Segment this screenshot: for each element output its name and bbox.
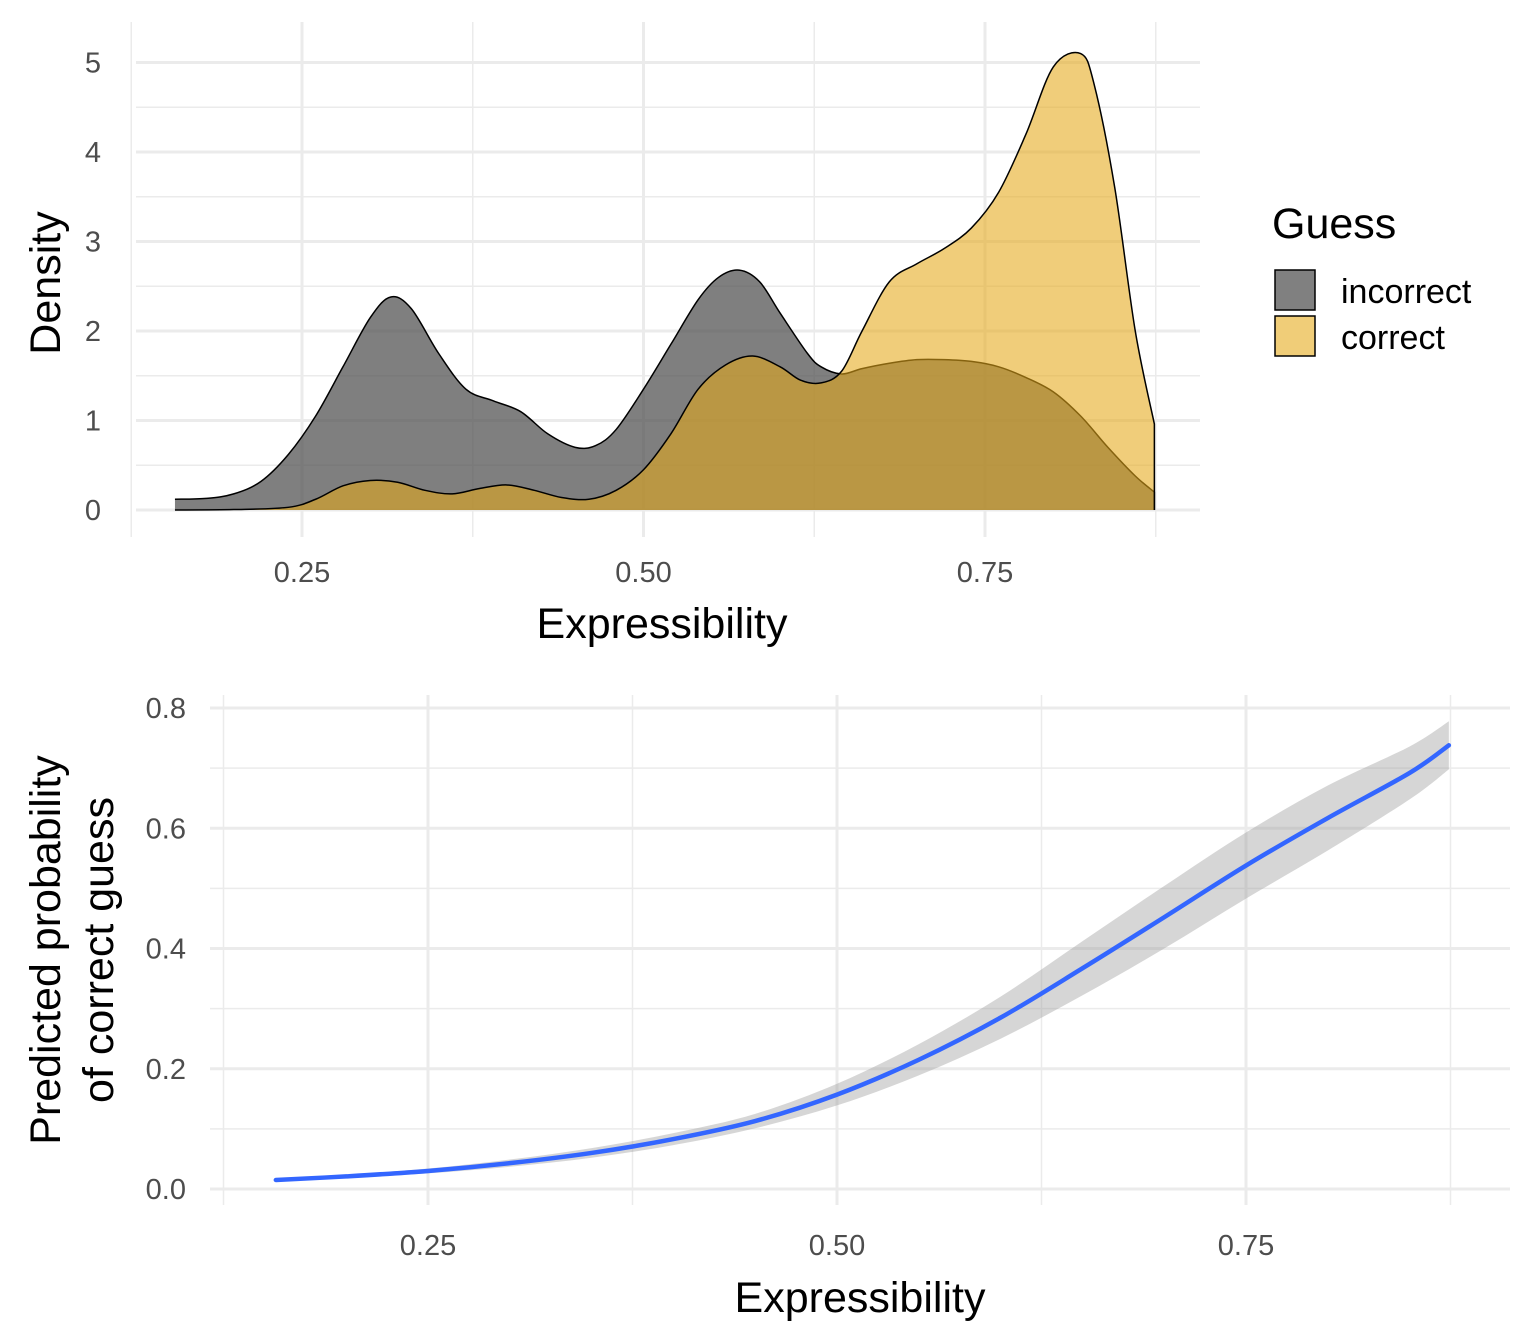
probability-y-tick-label: 0.6 (146, 813, 186, 845)
legend-label-correct: correct (1341, 319, 1445, 357)
probability-x-axis-title: Expressibility (735, 1274, 986, 1322)
probability-y-axis-title: Predicted probability of correct guess (22, 755, 123, 1145)
density-y-tick-label: 2 (85, 316, 101, 348)
probability-y-tick-label: 0.0 (146, 1174, 186, 1206)
density-area-correct (174, 52, 1155, 510)
probability-y-axis-title-line-2: of correct guess (75, 797, 123, 1103)
density-y-tick-label: 3 (85, 227, 101, 259)
probability-x-tick-label: 0.50 (809, 1230, 865, 1262)
probability-x-tick-label: 0.75 (1218, 1230, 1274, 1262)
density-outline-correct (174, 51, 1156, 511)
density-x-tick-label: 0.50 (615, 557, 671, 589)
density-areas (174, 51, 1156, 511)
probability-y-tick-labels: 0.0 0.2 0.4 0.6 0.8 (146, 693, 186, 1206)
density-x-axis-title: Expressibility (537, 600, 788, 648)
density-panel: 0 1 2 3 4 5 0.25 0.50 0.75 Expressibility Densi… (22, 22, 1200, 648)
probability-y-axis-title-line-1: Predicted probability (22, 755, 70, 1145)
density-x-tick-labels: 0.25 0.50 0.75 (274, 557, 1013, 589)
legend-key-incorrect (1274, 269, 1316, 311)
density-y-tick-label: 0 (85, 495, 101, 527)
density-y-tick-label: 4 (85, 137, 101, 169)
probability-marks (273, 721, 1452, 1183)
legend-label-incorrect: incorrect (1341, 273, 1472, 311)
probability-gridlines (210, 695, 1510, 1205)
probability-panel: 0.0 0.2 0.4 0.6 0.8 0.25 0.50 0.75 Expressibil… (22, 693, 1510, 1322)
density-y-tick-label: 5 (85, 48, 101, 80)
probability-y-tick-label: 0.8 (146, 693, 186, 725)
density-y-tick-label: 1 (85, 406, 101, 438)
probability-y-tick-label: 0.2 (146, 1054, 186, 1086)
fitted-line (273, 743, 1452, 1183)
legend-key-correct (1274, 315, 1316, 357)
probability-x-tick-labels: 0.25 0.50 0.75 (400, 1230, 1274, 1262)
legend-title: Guess (1272, 200, 1396, 248)
density-x-tick-label: 0.75 (957, 557, 1013, 589)
confidence-ribbon (275, 721, 1449, 1182)
density-y-tick-labels: 0 1 2 3 4 5 (85, 48, 101, 528)
legend: Guess incorrect correct (1272, 200, 1472, 357)
probability-y-tick-label: 0.4 (146, 934, 186, 966)
density-y-axis-title: Density (22, 211, 70, 355)
probability-x-tick-label: 0.25 (400, 1230, 456, 1262)
density-x-tick-label: 0.25 (274, 557, 330, 589)
